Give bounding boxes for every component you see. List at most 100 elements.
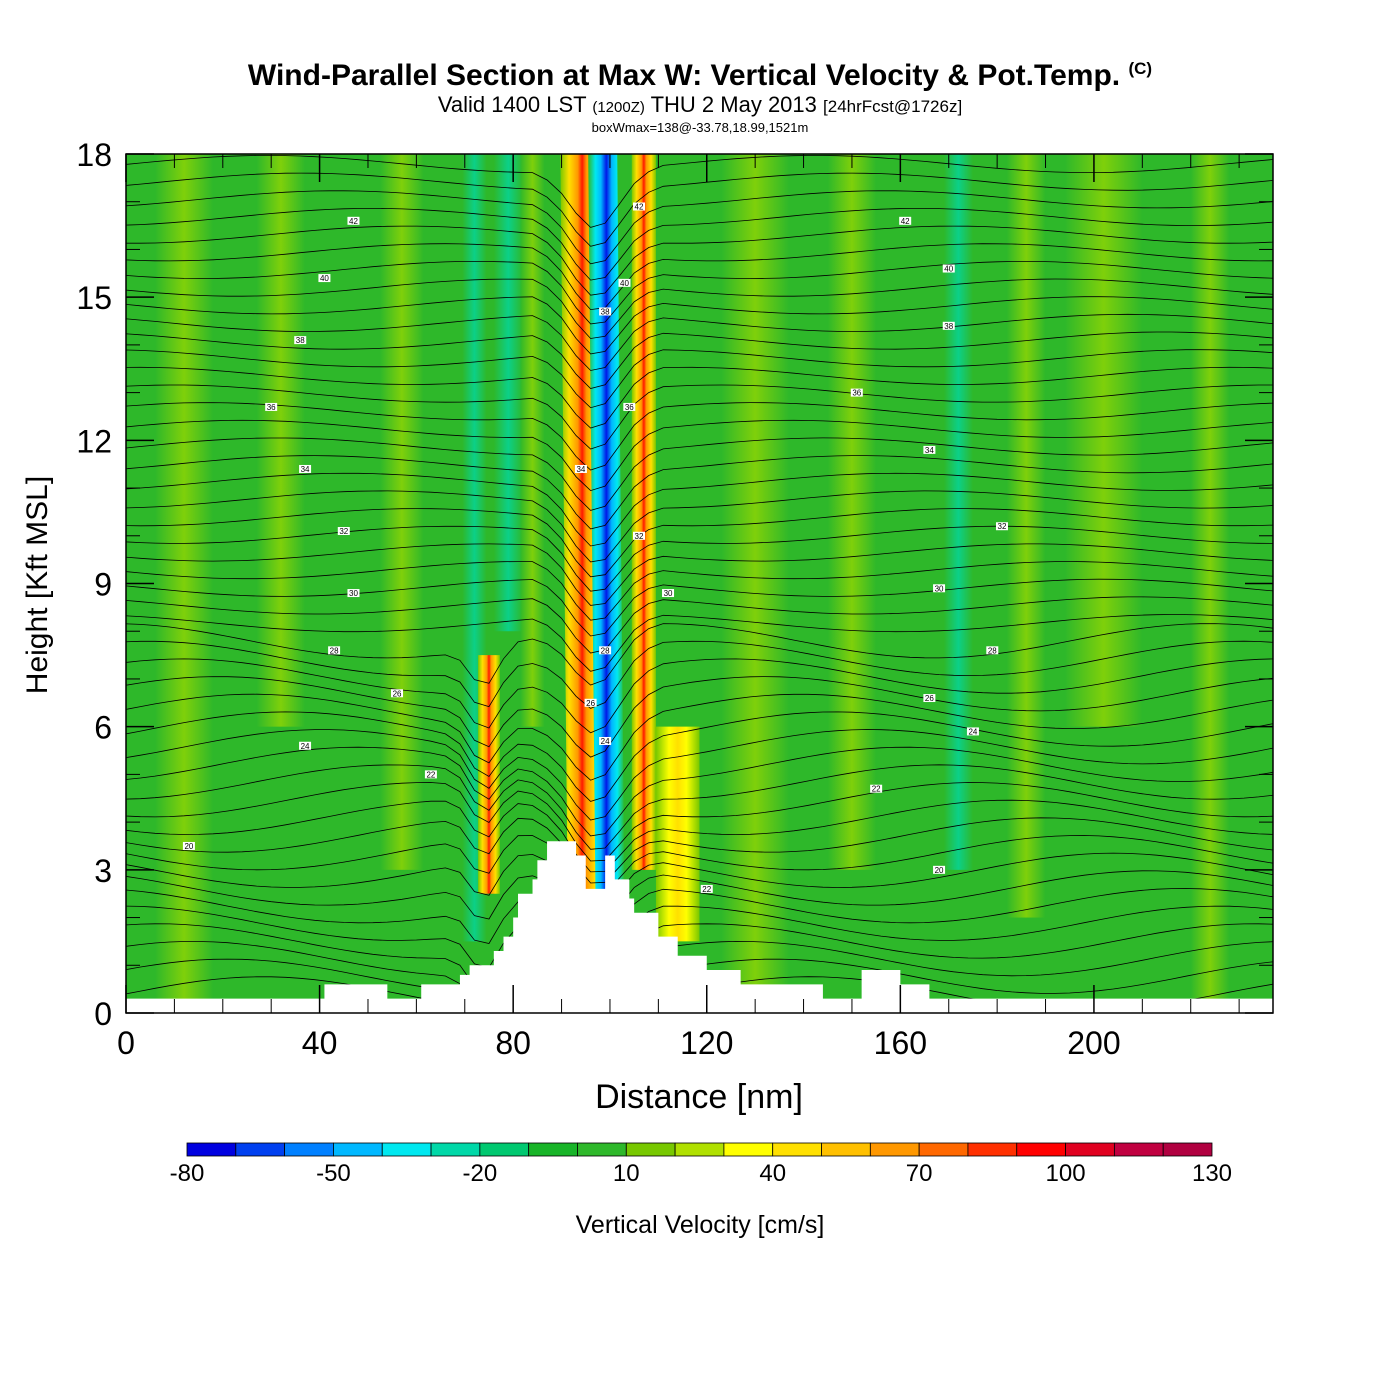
contour-label: 20 <box>182 841 195 851</box>
theta-contour <box>126 658 1273 734</box>
svg-text:30: 30 <box>935 584 944 593</box>
texture-band <box>493 154 523 632</box>
y-tick-label: 3 <box>94 853 112 889</box>
theta-contour <box>126 543 1273 606</box>
theta-contour <box>126 729 1273 821</box>
y-tick-label: 0 <box>94 996 112 1032</box>
texture-band <box>1064 154 1143 727</box>
y-tick-label: 9 <box>94 567 112 603</box>
svg-text:26: 26 <box>586 699 595 708</box>
contour-label: 28 <box>328 646 341 655</box>
valid-utc: (1200Z) <box>592 99 645 116</box>
theta-contour <box>126 614 1273 672</box>
svg-text:30: 30 <box>664 589 673 598</box>
colorbar-tick-label: -20 <box>463 1160 498 1187</box>
x-tick-label: 160 <box>874 1025 927 1061</box>
theta-contour <box>126 782 1273 862</box>
svg-text:36: 36 <box>852 389 861 398</box>
svg-text:22: 22 <box>426 770 435 779</box>
forecast-info: [24hrFcst@1726z] <box>823 97 963 116</box>
svg-text:20: 20 <box>935 866 944 875</box>
theta-contour <box>126 172 1273 247</box>
colorbar-swatch <box>918 1142 969 1157</box>
theta-contour <box>126 384 1273 450</box>
svg-text:32: 32 <box>339 527 348 536</box>
colorbar-tick-label: -80 <box>170 1160 205 1187</box>
svg-text:40: 40 <box>620 279 629 288</box>
svg-text:42: 42 <box>349 217 358 226</box>
colorbar-swatch <box>625 1142 676 1157</box>
theta-contour <box>126 746 1273 837</box>
contour-label: 28 <box>986 646 999 655</box>
chart-title: Wind-Parallel Section at Max W: Vertical… <box>0 52 1400 93</box>
theta-contour <box>126 711 1273 802</box>
theta-contour <box>126 764 1273 850</box>
theta-contour <box>126 243 1273 311</box>
x-axis-label: Distance [nm] <box>595 1078 803 1116</box>
contour-label: 38 <box>599 307 612 316</box>
theta-contour <box>126 693 1273 781</box>
theta-contour <box>126 852 1273 911</box>
svg-text:40: 40 <box>320 274 329 283</box>
colorbar-swatch <box>577 1142 627 1157</box>
theta-contour <box>126 640 1273 709</box>
colorbar-tick-label: 70 <box>906 1160 933 1187</box>
theta-contour <box>126 923 1273 994</box>
svg-text:24: 24 <box>968 727 977 736</box>
theta-contour <box>126 472 1273 547</box>
velocity-band <box>478 655 500 894</box>
colorbar: -80 -50 -20 10 40 70 100 130 <box>170 1142 1232 1187</box>
svg-text:38: 38 <box>944 322 953 331</box>
theta-contour <box>126 366 1273 429</box>
y-tick-label: 6 <box>94 710 112 746</box>
colorbar-label: Vertical Velocity [cm/s] <box>576 1211 825 1239</box>
contour-label: 42 <box>899 216 912 226</box>
contour-label: 36 <box>265 402 278 412</box>
colorbar-swatch <box>821 1142 871 1157</box>
texture-band <box>1006 154 1046 918</box>
contour-label: 30 <box>933 584 946 593</box>
contour-label: 32 <box>337 527 350 536</box>
contour-label: 42 <box>633 202 646 211</box>
chart-subtitle: Valid 1400 LST (1200Z) THU 2 May 2013 [2… <box>0 93 1400 120</box>
y-tick-label: 12 <box>76 423 112 459</box>
theta-contour <box>126 154 1273 228</box>
svg-text:38: 38 <box>601 307 610 316</box>
theta-contour <box>126 331 1273 389</box>
colorbar-tick-label: -50 <box>316 1160 351 1187</box>
texture-band <box>943 154 973 870</box>
colorbar-swatch <box>284 1142 334 1157</box>
colorbar-swatch <box>1016 1142 1066 1157</box>
valid-date: THU 2 May 2013 <box>650 92 817 117</box>
theta-contour <box>126 525 1273 592</box>
colorbar-swatch <box>1065 1142 1115 1157</box>
svg-text:34: 34 <box>925 446 934 455</box>
texture-band <box>155 154 214 1013</box>
colorbar-swatch <box>528 1142 578 1157</box>
contour-label: 24 <box>299 741 312 751</box>
theta-contour <box>126 817 1273 884</box>
contour-label: 22 <box>700 884 713 894</box>
texture-band <box>380 154 424 870</box>
texture-band <box>721 154 790 1013</box>
texture-band <box>827 154 877 870</box>
x-tick-label: 200 <box>1067 1025 1120 1061</box>
box-info: boxWmax=138@-33.78,18.99,1521m <box>591 120 809 135</box>
contour-label: 26 <box>584 698 597 708</box>
contour-label: 40 <box>318 274 331 283</box>
copyright-mark: (C) <box>1128 59 1153 78</box>
velocity-band <box>655 726 700 942</box>
theta-contour <box>126 578 1273 637</box>
contour-label: 34 <box>923 445 936 455</box>
svg-text:32: 32 <box>998 522 1007 531</box>
colorbar-swatch <box>772 1142 822 1157</box>
theta-contour-lines <box>126 154 1273 1013</box>
svg-text:34: 34 <box>301 465 310 474</box>
y-tick-label: 15 <box>76 280 112 316</box>
contour-label: 32 <box>995 522 1008 531</box>
svg-text:32: 32 <box>635 532 644 541</box>
theta-contour <box>126 260 1273 325</box>
contour-label: 40 <box>942 264 955 274</box>
svg-text:42: 42 <box>901 217 910 226</box>
svg-text:24: 24 <box>601 737 610 746</box>
